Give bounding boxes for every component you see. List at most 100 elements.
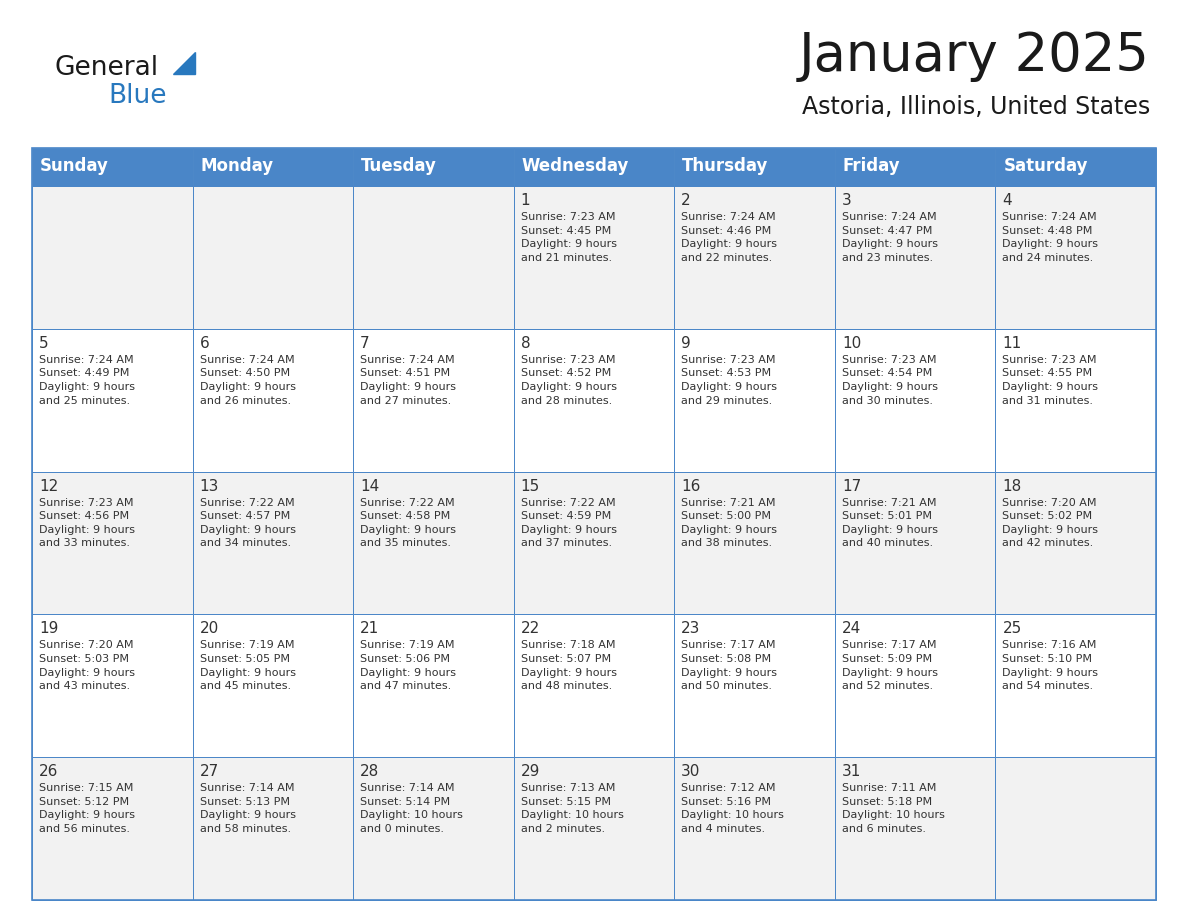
Text: 20: 20 — [200, 621, 219, 636]
Text: Sunrise: 7:12 AM
Sunset: 5:16 PM
Daylight: 10 hours
and 4 minutes.: Sunrise: 7:12 AM Sunset: 5:16 PM Dayligh… — [681, 783, 784, 834]
Text: January 2025: January 2025 — [800, 30, 1150, 82]
Text: 17: 17 — [842, 478, 861, 494]
Text: Sunrise: 7:23 AM
Sunset: 4:55 PM
Daylight: 9 hours
and 31 minutes.: Sunrise: 7:23 AM Sunset: 4:55 PM Dayligh… — [1003, 354, 1099, 406]
Text: Sunrise: 7:24 AM
Sunset: 4:48 PM
Daylight: 9 hours
and 24 minutes.: Sunrise: 7:24 AM Sunset: 4:48 PM Dayligh… — [1003, 212, 1099, 263]
Bar — [192, 329, 353, 472]
Bar — [675, 148, 835, 186]
Text: Sunrise: 7:18 AM
Sunset: 5:07 PM
Daylight: 9 hours
and 48 minutes.: Sunrise: 7:18 AM Sunset: 5:07 PM Dayligh… — [520, 641, 617, 691]
Text: Sunrise: 7:24 AM
Sunset: 4:47 PM
Daylight: 9 hours
and 23 minutes.: Sunrise: 7:24 AM Sunset: 4:47 PM Dayligh… — [842, 212, 937, 263]
Text: 6: 6 — [200, 336, 209, 351]
Text: 28: 28 — [360, 764, 379, 779]
Text: Sunrise: 7:22 AM
Sunset: 4:59 PM
Daylight: 9 hours
and 37 minutes.: Sunrise: 7:22 AM Sunset: 4:59 PM Dayligh… — [520, 498, 617, 548]
Text: Sunrise: 7:16 AM
Sunset: 5:10 PM
Daylight: 9 hours
and 54 minutes.: Sunrise: 7:16 AM Sunset: 5:10 PM Dayligh… — [1003, 641, 1099, 691]
Bar — [835, 757, 996, 900]
Bar — [353, 329, 513, 472]
Text: 21: 21 — [360, 621, 379, 636]
Text: Sunrise: 7:23 AM
Sunset: 4:52 PM
Daylight: 9 hours
and 28 minutes.: Sunrise: 7:23 AM Sunset: 4:52 PM Dayligh… — [520, 354, 617, 406]
Text: 12: 12 — [39, 478, 58, 494]
Text: 26: 26 — [39, 764, 58, 779]
Bar — [835, 614, 996, 757]
Text: 2: 2 — [681, 193, 691, 208]
Text: Friday: Friday — [842, 157, 901, 175]
Bar — [513, 472, 675, 614]
Bar — [835, 186, 996, 329]
Text: 13: 13 — [200, 478, 219, 494]
Text: Astoria, Illinois, United States: Astoria, Illinois, United States — [802, 95, 1150, 119]
Text: 30: 30 — [681, 764, 701, 779]
Bar — [192, 757, 353, 900]
Text: Sunrise: 7:22 AM
Sunset: 4:58 PM
Daylight: 9 hours
and 35 minutes.: Sunrise: 7:22 AM Sunset: 4:58 PM Dayligh… — [360, 498, 456, 548]
Bar — [353, 614, 513, 757]
Text: 25: 25 — [1003, 621, 1022, 636]
Text: Sunrise: 7:22 AM
Sunset: 4:57 PM
Daylight: 9 hours
and 34 minutes.: Sunrise: 7:22 AM Sunset: 4:57 PM Dayligh… — [200, 498, 296, 548]
Text: 31: 31 — [842, 764, 861, 779]
Bar — [675, 186, 835, 329]
Bar — [32, 757, 192, 900]
Text: Saturday: Saturday — [1004, 157, 1088, 175]
Bar — [996, 329, 1156, 472]
Text: Sunrise: 7:14 AM
Sunset: 5:14 PM
Daylight: 10 hours
and 0 minutes.: Sunrise: 7:14 AM Sunset: 5:14 PM Dayligh… — [360, 783, 463, 834]
Text: 27: 27 — [200, 764, 219, 779]
Text: 10: 10 — [842, 336, 861, 351]
Bar — [353, 472, 513, 614]
Text: Sunrise: 7:23 AM
Sunset: 4:56 PM
Daylight: 9 hours
and 33 minutes.: Sunrise: 7:23 AM Sunset: 4:56 PM Dayligh… — [39, 498, 135, 548]
Bar — [675, 472, 835, 614]
Text: 7: 7 — [360, 336, 369, 351]
Bar — [675, 614, 835, 757]
Bar — [353, 148, 513, 186]
Text: Sunrise: 7:20 AM
Sunset: 5:03 PM
Daylight: 9 hours
and 43 minutes.: Sunrise: 7:20 AM Sunset: 5:03 PM Dayligh… — [39, 641, 135, 691]
Text: Sunrise: 7:17 AM
Sunset: 5:09 PM
Daylight: 9 hours
and 52 minutes.: Sunrise: 7:17 AM Sunset: 5:09 PM Dayligh… — [842, 641, 937, 691]
Text: 29: 29 — [520, 764, 541, 779]
Bar — [353, 757, 513, 900]
Bar — [835, 329, 996, 472]
Text: Sunrise: 7:23 AM
Sunset: 4:45 PM
Daylight: 9 hours
and 21 minutes.: Sunrise: 7:23 AM Sunset: 4:45 PM Dayligh… — [520, 212, 617, 263]
Bar — [192, 614, 353, 757]
Text: 8: 8 — [520, 336, 530, 351]
Bar — [32, 148, 1156, 900]
Bar — [513, 148, 675, 186]
Text: 3: 3 — [842, 193, 852, 208]
Text: Sunrise: 7:19 AM
Sunset: 5:05 PM
Daylight: 9 hours
and 45 minutes.: Sunrise: 7:19 AM Sunset: 5:05 PM Dayligh… — [200, 641, 296, 691]
Text: 14: 14 — [360, 478, 379, 494]
Bar — [32, 614, 192, 757]
Bar — [996, 472, 1156, 614]
Text: Thursday: Thursday — [682, 157, 769, 175]
Bar — [513, 186, 675, 329]
Bar — [996, 757, 1156, 900]
Bar — [192, 186, 353, 329]
Text: Sunrise: 7:24 AM
Sunset: 4:51 PM
Daylight: 9 hours
and 27 minutes.: Sunrise: 7:24 AM Sunset: 4:51 PM Dayligh… — [360, 354, 456, 406]
Bar — [192, 472, 353, 614]
Bar — [513, 614, 675, 757]
Text: Sunday: Sunday — [40, 157, 109, 175]
Bar — [513, 329, 675, 472]
Text: Sunrise: 7:20 AM
Sunset: 5:02 PM
Daylight: 9 hours
and 42 minutes.: Sunrise: 7:20 AM Sunset: 5:02 PM Dayligh… — [1003, 498, 1099, 548]
Text: Sunrise: 7:23 AM
Sunset: 4:53 PM
Daylight: 9 hours
and 29 minutes.: Sunrise: 7:23 AM Sunset: 4:53 PM Dayligh… — [681, 354, 777, 406]
Bar — [675, 757, 835, 900]
Bar — [835, 472, 996, 614]
Bar — [996, 614, 1156, 757]
Text: 16: 16 — [681, 478, 701, 494]
Text: Sunrise: 7:15 AM
Sunset: 5:12 PM
Daylight: 9 hours
and 56 minutes.: Sunrise: 7:15 AM Sunset: 5:12 PM Dayligh… — [39, 783, 135, 834]
Text: Tuesday: Tuesday — [361, 157, 437, 175]
Text: Sunrise: 7:24 AM
Sunset: 4:50 PM
Daylight: 9 hours
and 26 minutes.: Sunrise: 7:24 AM Sunset: 4:50 PM Dayligh… — [200, 354, 296, 406]
Text: Blue: Blue — [108, 83, 166, 109]
Text: Wednesday: Wednesday — [522, 157, 630, 175]
Text: Sunrise: 7:21 AM
Sunset: 5:00 PM
Daylight: 9 hours
and 38 minutes.: Sunrise: 7:21 AM Sunset: 5:00 PM Dayligh… — [681, 498, 777, 548]
Text: Sunrise: 7:19 AM
Sunset: 5:06 PM
Daylight: 9 hours
and 47 minutes.: Sunrise: 7:19 AM Sunset: 5:06 PM Dayligh… — [360, 641, 456, 691]
Bar — [192, 148, 353, 186]
Text: Sunrise: 7:11 AM
Sunset: 5:18 PM
Daylight: 10 hours
and 6 minutes.: Sunrise: 7:11 AM Sunset: 5:18 PM Dayligh… — [842, 783, 944, 834]
Text: Sunrise: 7:24 AM
Sunset: 4:49 PM
Daylight: 9 hours
and 25 minutes.: Sunrise: 7:24 AM Sunset: 4:49 PM Dayligh… — [39, 354, 135, 406]
Bar — [996, 186, 1156, 329]
Bar — [996, 148, 1156, 186]
Text: 24: 24 — [842, 621, 861, 636]
Text: 1: 1 — [520, 193, 530, 208]
Text: Sunrise: 7:14 AM
Sunset: 5:13 PM
Daylight: 9 hours
and 58 minutes.: Sunrise: 7:14 AM Sunset: 5:13 PM Dayligh… — [200, 783, 296, 834]
Bar — [675, 329, 835, 472]
Text: 18: 18 — [1003, 478, 1022, 494]
Text: Sunrise: 7:17 AM
Sunset: 5:08 PM
Daylight: 9 hours
and 50 minutes.: Sunrise: 7:17 AM Sunset: 5:08 PM Dayligh… — [681, 641, 777, 691]
Bar — [513, 757, 675, 900]
Text: 5: 5 — [39, 336, 49, 351]
Bar — [835, 148, 996, 186]
Polygon shape — [173, 52, 195, 74]
Text: Sunrise: 7:24 AM
Sunset: 4:46 PM
Daylight: 9 hours
and 22 minutes.: Sunrise: 7:24 AM Sunset: 4:46 PM Dayligh… — [681, 212, 777, 263]
